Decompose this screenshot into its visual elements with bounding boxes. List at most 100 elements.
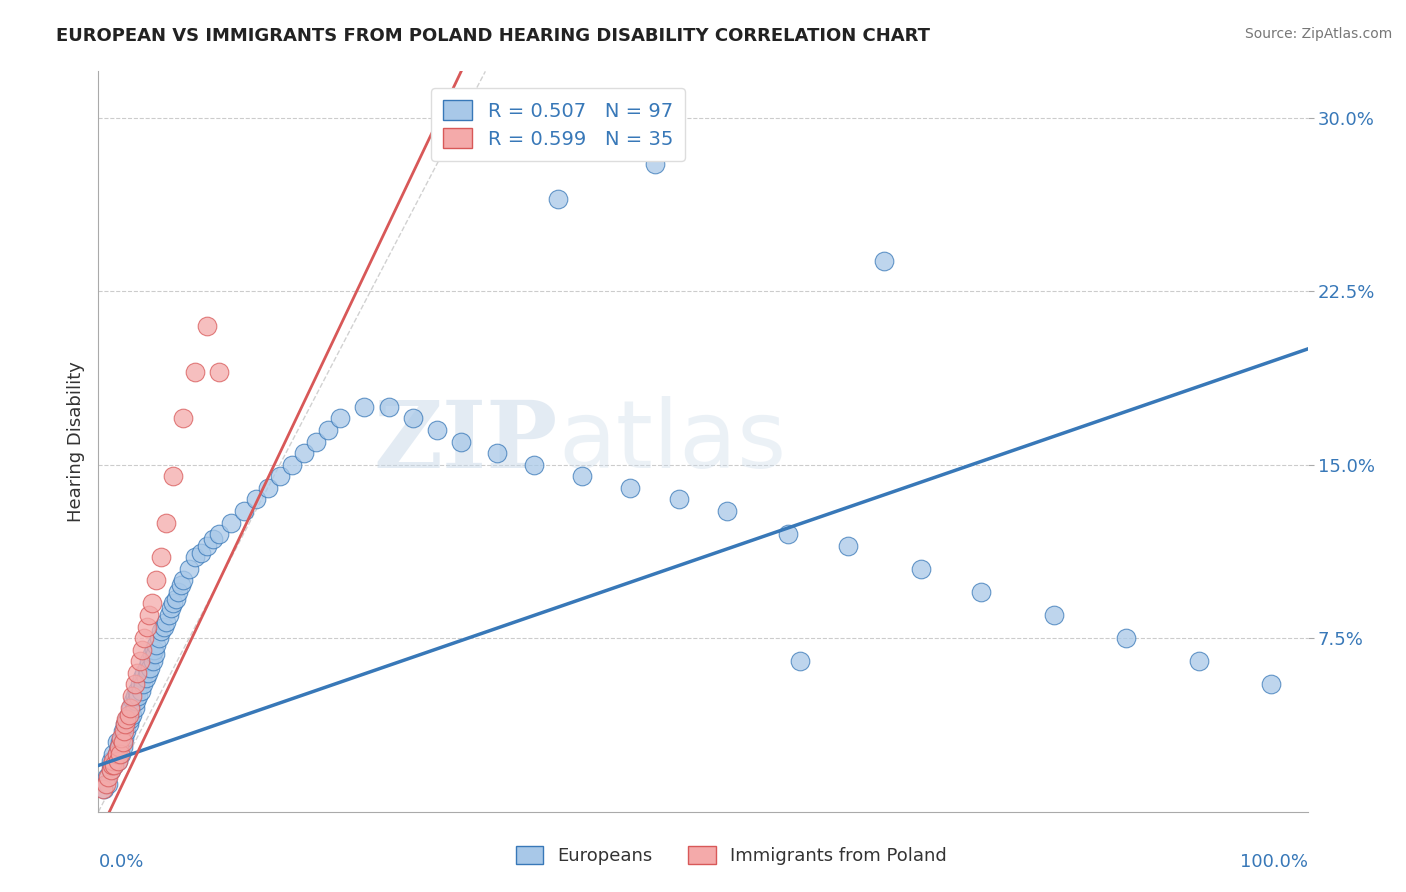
Point <box>377 400 399 414</box>
Point <box>523 458 546 472</box>
Point <box>138 654 160 668</box>
Point <box>120 700 142 714</box>
Point <box>143 648 166 662</box>
Point <box>108 735 131 749</box>
Point <box>1188 654 1211 668</box>
Point <box>135 661 157 675</box>
Point <box>110 731 132 745</box>
Point <box>107 754 129 768</box>
Point <box>117 712 139 726</box>
Point <box>112 731 135 745</box>
Point <box>127 665 149 680</box>
Point <box>157 608 180 623</box>
Text: ZIP: ZIP <box>374 397 558 486</box>
Point <box>450 434 472 449</box>
Point <box>101 747 124 761</box>
Point <box>169 578 191 592</box>
Point <box>114 716 136 731</box>
Point <box>208 365 231 379</box>
Point <box>134 631 156 645</box>
Point <box>118 707 141 722</box>
Point <box>129 684 152 698</box>
Point <box>353 400 375 414</box>
Point <box>108 739 131 754</box>
Point <box>155 615 177 629</box>
Point <box>316 423 339 437</box>
Point <box>100 754 122 768</box>
Point <box>165 591 187 606</box>
Point <box>101 754 124 768</box>
Point <box>232 504 254 518</box>
Point <box>124 700 146 714</box>
Point <box>547 192 569 206</box>
Point <box>162 597 184 611</box>
Point <box>162 469 184 483</box>
Point <box>184 365 207 379</box>
Y-axis label: Hearing Disability: Hearing Disability <box>66 361 84 522</box>
Point <box>115 723 138 738</box>
Point <box>110 747 132 761</box>
Point <box>208 527 231 541</box>
Point <box>167 585 190 599</box>
Point <box>143 642 166 657</box>
Point <box>100 763 122 777</box>
Point <box>148 631 170 645</box>
Point <box>103 758 125 772</box>
Text: Source: ZipAtlas.com: Source: ZipAtlas.com <box>1244 27 1392 41</box>
Point <box>111 739 134 754</box>
Point <box>131 642 153 657</box>
Point <box>281 458 304 472</box>
Point <box>221 516 243 530</box>
Point <box>128 677 150 691</box>
Point <box>105 735 128 749</box>
Text: 100.0%: 100.0% <box>1240 854 1308 871</box>
Point <box>139 661 162 675</box>
Point <box>97 770 120 784</box>
Point <box>256 481 278 495</box>
Point <box>128 654 150 668</box>
Text: 0.0%: 0.0% <box>98 854 143 871</box>
Point <box>135 671 157 685</box>
Point <box>118 716 141 731</box>
Point <box>94 777 117 791</box>
Point <box>118 707 141 722</box>
Legend: Europeans, Immigrants from Poland: Europeans, Immigrants from Poland <box>506 837 956 874</box>
Point <box>1042 608 1064 623</box>
Point <box>184 550 207 565</box>
Point <box>145 638 167 652</box>
Point <box>619 481 641 495</box>
Point <box>135 619 157 633</box>
Point <box>155 516 177 530</box>
Point <box>111 735 134 749</box>
Point <box>105 747 128 761</box>
Point <box>118 712 141 726</box>
Point <box>138 608 160 623</box>
Point <box>970 585 993 599</box>
Point <box>105 747 128 761</box>
Point <box>486 446 509 460</box>
Point <box>111 735 134 749</box>
Point <box>571 469 593 483</box>
Point <box>150 624 173 639</box>
Point <box>96 770 118 784</box>
Point <box>141 597 163 611</box>
Point <box>131 671 153 685</box>
Point <box>141 648 163 662</box>
Point <box>202 532 225 546</box>
Point <box>873 254 896 268</box>
Point <box>195 539 218 553</box>
Point <box>111 723 134 738</box>
Point <box>402 411 425 425</box>
Point <box>127 684 149 698</box>
Point <box>179 562 201 576</box>
Point <box>776 527 799 541</box>
Point <box>121 689 143 703</box>
Point <box>132 677 155 691</box>
Point <box>100 763 122 777</box>
Point <box>100 758 122 772</box>
Point <box>124 689 146 703</box>
Point <box>426 423 449 437</box>
Point <box>305 434 328 449</box>
Point <box>134 665 156 680</box>
Point <box>1260 677 1282 691</box>
